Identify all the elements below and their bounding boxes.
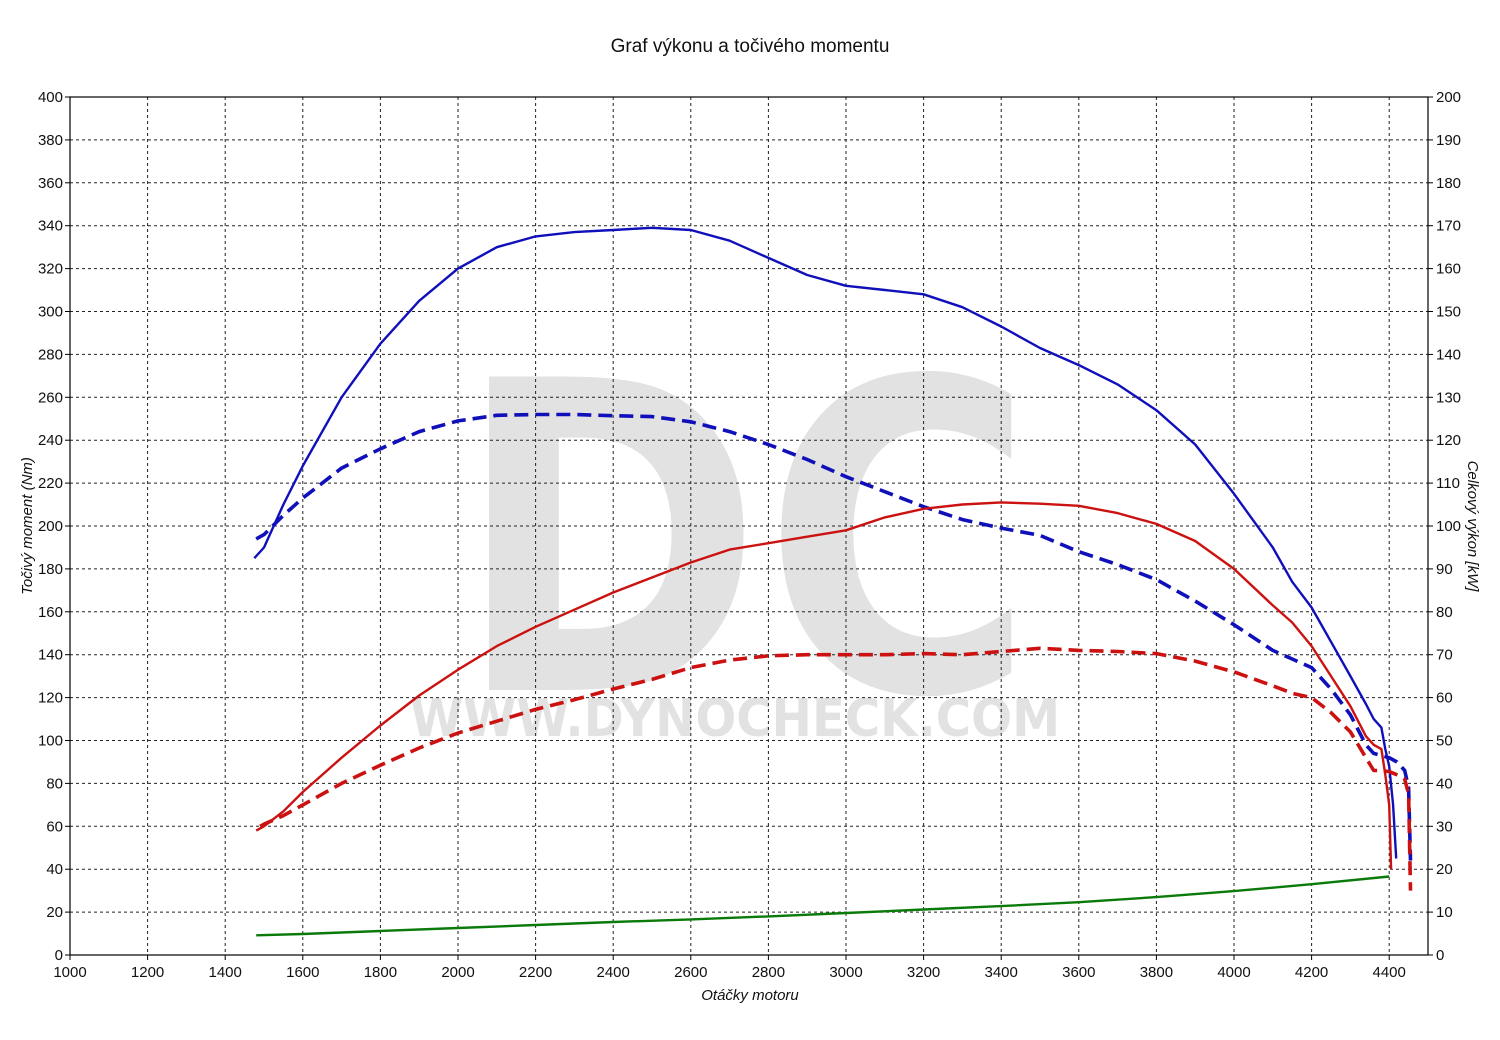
y-right-tick-label: 80	[1436, 604, 1453, 621]
y-right-tick-label: 40	[1436, 775, 1453, 792]
series-line-3	[259, 646, 1413, 891]
y-left-tick-label: 40	[46, 861, 63, 878]
y-left-tick-label: 240	[38, 432, 63, 449]
x-tick-label: 2600	[674, 964, 707, 981]
x-tick-label: 3600	[1062, 964, 1095, 981]
x-axis-label: Otáčky motoru	[701, 987, 799, 1004]
y-left-tick-label: 200	[38, 518, 63, 535]
x-tick-label: 1000	[53, 964, 86, 981]
x-tick-label: 2200	[519, 964, 552, 981]
y-left-tick-label: 160	[38, 604, 63, 621]
y-right-tick-label: 180	[1436, 175, 1461, 192]
y-left-tick-label: 100	[38, 733, 63, 750]
watermark: DC WWW.DYNOCHECK.COM	[410, 292, 1060, 792]
y-right-tick-label: 130	[1436, 389, 1461, 406]
y-left-tick-label: 60	[46, 818, 63, 835]
grid	[70, 97, 1428, 955]
y-left-tick-label: 80	[46, 775, 63, 792]
y-right-tick-label: 0	[1436, 947, 1444, 964]
y-right-tick-label: 120	[1436, 432, 1461, 449]
y-right-tick-label: 140	[1436, 346, 1461, 363]
y-left-tick-label: 280	[38, 346, 63, 363]
series-line-2	[255, 501, 1393, 870]
chart-title: Graf výkonu a točivého momentu	[611, 36, 890, 57]
y-right-tick-label: 90	[1436, 561, 1453, 578]
y-left-tick-label: 20	[46, 904, 63, 921]
x-tick-label: 2400	[597, 964, 630, 981]
x-tick-label: 1800	[364, 964, 397, 981]
y-right-tick-label: 60	[1436, 690, 1453, 707]
y-right-tick-label: 170	[1436, 218, 1461, 235]
y-right-tick-label: 200	[1436, 89, 1461, 106]
x-tick-label: 3400	[985, 964, 1018, 981]
y-left-tick-label: 380	[38, 132, 63, 149]
x-tick-label: 4200	[1295, 964, 1328, 981]
y-axis-right-label: Celkový výkon [kW]	[1464, 461, 1481, 593]
y-left-tick-label: 180	[38, 561, 63, 578]
y-left-tick-label: 260	[38, 389, 63, 406]
x-tick-label: 3800	[1140, 964, 1173, 981]
y-left-tick-label: 140	[38, 647, 63, 664]
x-tick-label: 4000	[1217, 964, 1250, 981]
y-left-tick-label: 360	[38, 175, 63, 192]
y-left-tick-label: 120	[38, 690, 63, 707]
y-right-tick-label: 110	[1436, 475, 1460, 492]
watermark-url: WWW.DYNOCHECK.COM	[410, 689, 1060, 749]
x-tick-label: 4400	[1373, 964, 1406, 981]
y-right-tick-label: 150	[1436, 304, 1461, 321]
y-left-tick-label: 400	[38, 89, 63, 106]
x-tick-label: 2000	[441, 964, 474, 981]
y-left-tick-label: 340	[38, 218, 63, 235]
y-right-tick-label: 70	[1436, 647, 1453, 664]
y-right-tick-label: 190	[1436, 132, 1461, 149]
x-tick-label: 3200	[907, 964, 940, 981]
series-line-4	[256, 875, 1390, 937]
x-tick-label: 2800	[752, 964, 785, 981]
axis-ticks: 1000 1200 1400 1600 1800 2000 2200 2400 2600 2800…	[38, 89, 1461, 981]
y-left-tick-label: 220	[38, 475, 63, 492]
x-tick-label: 1200	[131, 964, 164, 981]
y-left-tick-label: 320	[38, 261, 63, 278]
y-right-tick-label: 10	[1436, 904, 1453, 921]
y-right-tick-label: 30	[1436, 818, 1453, 835]
x-tick-label: 3000	[829, 964, 862, 981]
watermark-logo: DC	[455, 292, 1035, 792]
x-tick-label: 1600	[286, 964, 319, 981]
x-tick-label: 1400	[209, 964, 242, 981]
y-axis-left-label: Točivý moment (Nm)	[19, 457, 36, 595]
y-right-tick-label: 20	[1436, 861, 1453, 878]
y-right-tick-label: 50	[1436, 733, 1453, 750]
series-lines	[253, 226, 1413, 937]
y-right-tick-label: 100	[1436, 518, 1461, 535]
y-left-tick-label: 0	[55, 947, 63, 964]
y-right-tick-label: 160	[1436, 261, 1461, 278]
y-left-tick-label: 300	[38, 304, 63, 321]
series-line-1	[255, 412, 1413, 861]
series-line-0	[253, 226, 1398, 859]
